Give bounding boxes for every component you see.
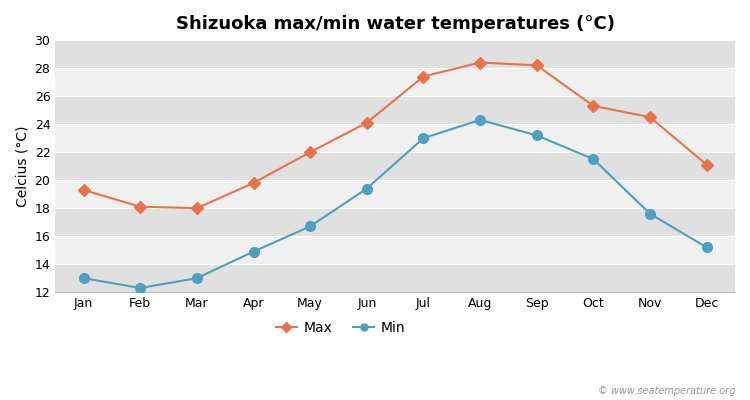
Title: Shizuoka max/min water temperatures (°C): Shizuoka max/min water temperatures (°C) xyxy=(176,15,615,33)
Bar xyxy=(56,264,735,292)
Y-axis label: Celcius (°C): Celcius (°C) xyxy=(15,125,29,207)
Bar xyxy=(56,236,735,264)
Bar xyxy=(56,152,735,180)
Bar xyxy=(56,68,735,96)
Text: © www.seatemperature.org: © www.seatemperature.org xyxy=(598,386,735,396)
Bar xyxy=(56,180,735,208)
Bar xyxy=(56,40,735,68)
Legend: Max, Min: Max, Min xyxy=(270,316,411,341)
Bar xyxy=(56,208,735,236)
Bar xyxy=(56,124,735,152)
Bar xyxy=(56,96,735,124)
